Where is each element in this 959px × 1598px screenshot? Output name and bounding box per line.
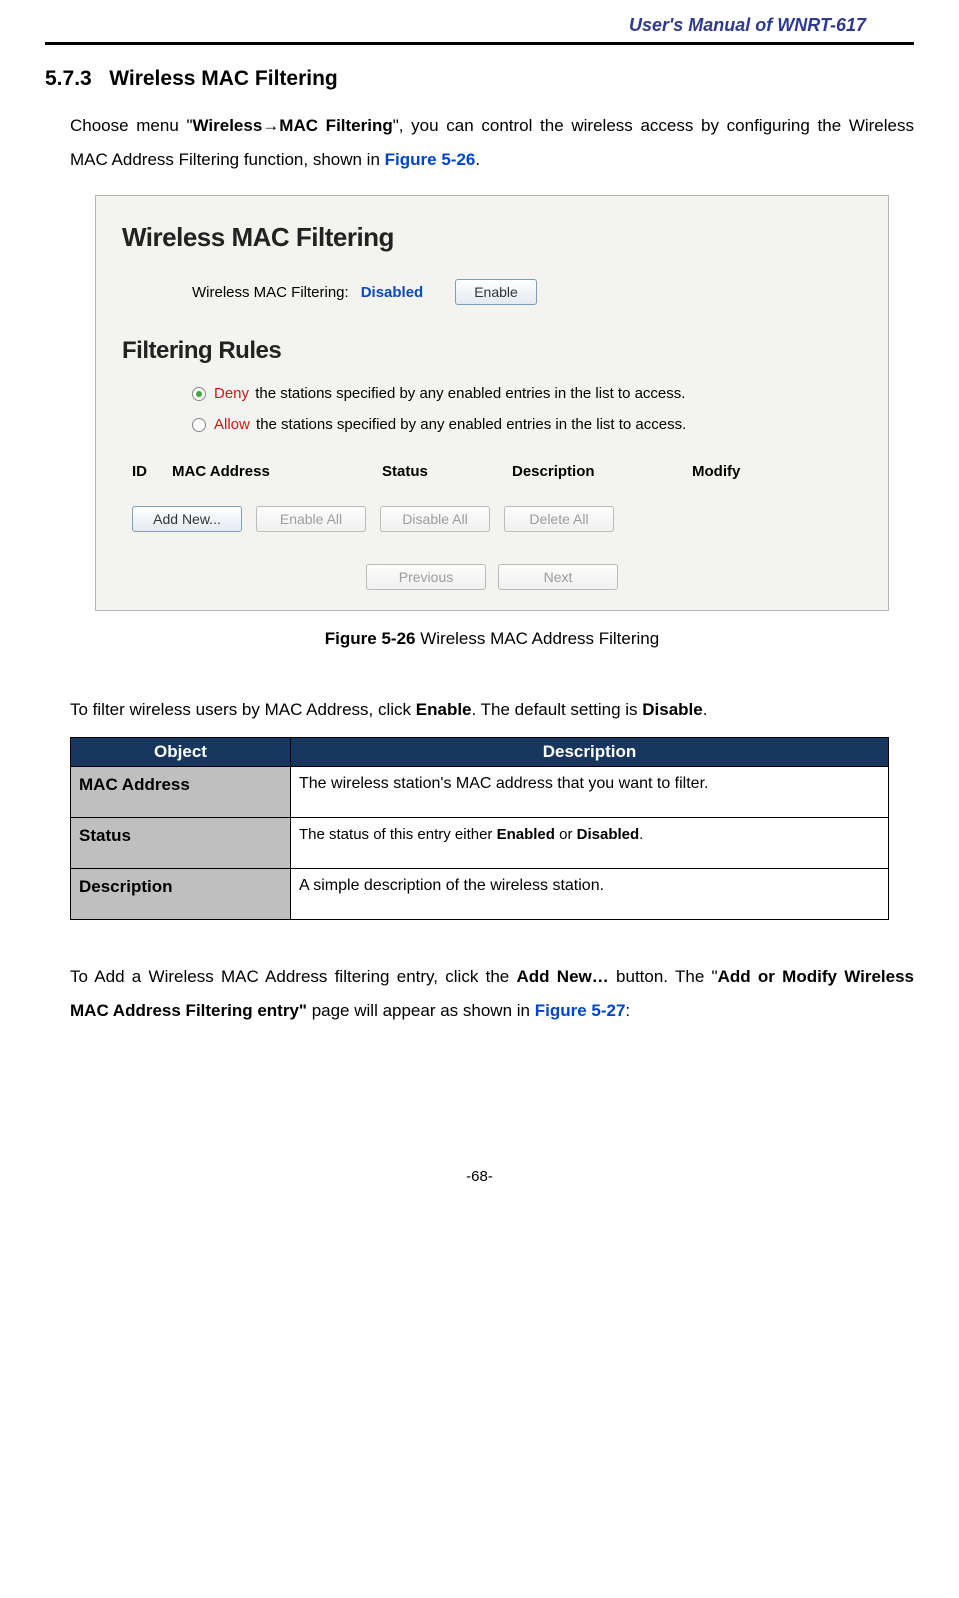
enable-button[interactable]: Enable (455, 279, 537, 305)
disable-all-button[interactable]: Disable All (380, 506, 490, 532)
desc-bold: Disabled (577, 826, 640, 843)
section-number: 5.7.3 (45, 67, 92, 90)
figure-link-5-27[interactable]: Figure 5-27 (535, 1001, 626, 1020)
action-button-row: Add New... Enable All Disable All Delete… (132, 506, 852, 532)
page-nav-row: Previous Next (132, 564, 852, 590)
table-row: Status The status of this entry either E… (71, 818, 889, 869)
allow-rest: the stations specified by any enabled en… (252, 416, 686, 433)
allow-text: Allow the stations specified by any enab… (214, 416, 686, 433)
end-p4: : (625, 1001, 630, 1020)
mid-disable: Disable (642, 700, 702, 719)
cell-desc: The wireless station's MAC address that … (291, 767, 889, 818)
allow-radio-row[interactable]: Allow the stations specified by any enab… (192, 416, 852, 433)
figure-link-5-26[interactable]: Figure 5-26 (385, 150, 476, 169)
th-description: Description (291, 738, 889, 767)
object-description-table: Object Description MAC Address The wirel… (70, 737, 889, 920)
mid-paragraph: To filter wireless users by MAC Address,… (70, 693, 914, 727)
cell-obj: MAC Address (71, 767, 291, 818)
figure-caption-label: Figure 5-26 (325, 629, 416, 648)
intro-paragraph: Choose menu "Wireless→MAC Filtering", yo… (70, 109, 914, 177)
filter-label: Wireless MAC Filtering: (192, 284, 349, 301)
desc-text: A simple description of the wireless sta… (299, 877, 604, 894)
filter-table-header: ID MAC Address Status Description Modify (132, 463, 852, 480)
end-paragraph: To Add a Wireless MAC Address filtering … (70, 960, 914, 1028)
deny-text: Deny the stations specified by any enabl… (214, 385, 685, 402)
radio-checked-icon[interactable] (192, 387, 206, 401)
desc-bold: Enabled (497, 826, 555, 843)
deny-word: Deny (214, 385, 249, 402)
header-rule (45, 42, 914, 45)
table-header-row: Object Description (71, 738, 889, 767)
previous-button[interactable]: Previous (366, 564, 486, 590)
desc-text: or (555, 826, 577, 843)
ui-title-mac-filtering: Wireless MAC Filtering (122, 222, 852, 253)
end-b1: Add New… (517, 967, 609, 986)
end-p1: To Add a Wireless MAC Address filtering … (70, 967, 517, 986)
cell-obj: Status (71, 818, 291, 869)
deny-rest: the stations specified by any enabled en… (251, 385, 685, 402)
mid-enable: Enable (416, 700, 472, 719)
desc-text: . (639, 826, 643, 843)
col-desc: Description (512, 463, 692, 480)
intro-menu-path: Wireless→MAC Filtering (193, 116, 393, 135)
section-heading: 5.7.3 Wireless MAC Filtering (45, 67, 914, 91)
add-new-button[interactable]: Add New... (132, 506, 242, 532)
doc-header-title: User's Manual of WNRT-617 (45, 15, 914, 42)
col-id: ID (132, 463, 172, 480)
mid-post: . (703, 700, 708, 719)
col-status: Status (382, 463, 512, 480)
router-ui-panel: Wireless MAC Filtering Wireless MAC Filt… (95, 195, 889, 611)
end-p2: button. The " (609, 967, 718, 986)
delete-all-button[interactable]: Delete All (504, 506, 614, 532)
ui-title-filtering-rules: Filtering Rules (122, 337, 852, 365)
intro-period: . (475, 150, 480, 169)
cell-obj: Description (71, 869, 291, 920)
figure-caption: Figure 5-26 Wireless MAC Address Filteri… (95, 629, 889, 649)
col-mac: MAC Address (172, 463, 382, 480)
desc-text: The status of this entry either (299, 826, 497, 843)
intro-text: Choose menu " (70, 116, 193, 135)
enable-all-button[interactable]: Enable All (256, 506, 366, 532)
desc-text: The wireless station's MAC address that … (299, 775, 708, 792)
table-row: Description A simple description of the … (71, 869, 889, 920)
page-number: -68- (45, 1168, 914, 1185)
deny-radio-row[interactable]: Deny the stations specified by any enabl… (192, 385, 852, 402)
radio-unchecked-icon[interactable] (192, 418, 206, 432)
col-modify: Modify (692, 463, 782, 480)
th-object: Object (71, 738, 291, 767)
figure-caption-text: Wireless MAC Address Filtering (415, 629, 659, 648)
cell-desc: The status of this entry either Enabled … (291, 818, 889, 869)
filter-status-row: Wireless MAC Filtering: Disabled Enable (192, 279, 852, 305)
mid-mid: . The default setting is (472, 700, 643, 719)
table-row: MAC Address The wireless station's MAC a… (71, 767, 889, 818)
cell-desc: A simple description of the wireless sta… (291, 869, 889, 920)
next-button[interactable]: Next (498, 564, 618, 590)
figure-5-26: Wireless MAC Filtering Wireless MAC Filt… (95, 195, 889, 649)
section-title: Wireless MAC Filtering (109, 67, 338, 90)
allow-word: Allow (214, 416, 250, 433)
filter-status-value: Disabled (361, 284, 424, 301)
end-p3: page will appear as shown in (307, 1001, 535, 1020)
mid-pre: To filter wireless users by MAC Address,… (70, 700, 416, 719)
